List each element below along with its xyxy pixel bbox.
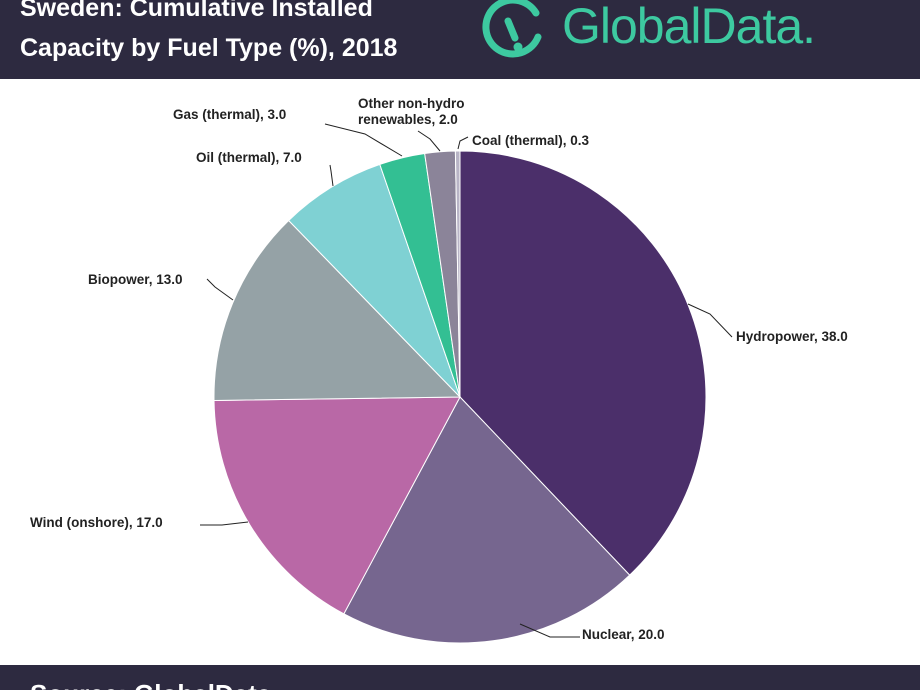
leader-line-gas (324, 123, 403, 157)
label-oil: Oil (thermal), 7.0 (196, 150, 334, 187)
label-hydropower: Hydropower, 38.0 (687, 303, 848, 344)
label-biopower: Biopower, 13.0 (88, 272, 234, 301)
footer-banner: Source: GlobalData (0, 665, 920, 690)
chart-title-line-2: Capacity by Fuel Type (%), 2018 (20, 34, 398, 62)
label-wind: Wind (onshore), 17.0 (30, 515, 249, 530)
slice-label-nuclear: Nuclear, 20.0 (582, 627, 665, 642)
leader-line-biopower (206, 278, 234, 301)
label-nuclear: Nuclear, 20.0 (519, 623, 665, 642)
leader-line-coal (457, 136, 469, 150)
pie-slice-biopower (213, 219, 462, 401)
pie-slice-oil-thermal (287, 163, 461, 398)
pie-slices (213, 150, 707, 644)
slice-label-other-renewables-line-2: renewables, 2.0 (358, 112, 458, 127)
pie-chart: Hydropower, 38.0 Nuclear, 20.0 Wind (ons… (30, 96, 848, 644)
leader-line-wind (200, 521, 249, 526)
label-other-renewables: Other non-hydro renewables, 2.0 (358, 96, 465, 152)
leader-line-nuclear (519, 623, 580, 638)
header-banner: Sweden: Cumulative Installed Capacity by… (0, 0, 920, 79)
leader-line-other-renewables (417, 130, 441, 152)
logo-wordmark: GlobalData. (562, 0, 816, 54)
chart-title-line-1: Sweden: Cumulative Installed (20, 0, 373, 22)
slice-label-coal: Coal (thermal), 0.3 (472, 133, 590, 148)
pie-slice-nuclear (343, 396, 631, 644)
globaldata-logo-icon (482, 0, 542, 58)
pie-slice-wind-onshore (213, 396, 461, 615)
slice-label-gas: Gas (thermal), 3.0 (173, 107, 286, 122)
source-note: Source: GlobalData (30, 679, 271, 690)
slice-label-other-renewables-line-1: Other non-hydro (358, 96, 465, 111)
slice-label-wind: Wind (onshore), 17.0 (30, 515, 163, 530)
pie-slice-coal-thermal (454, 150, 461, 398)
globaldata-logo: GlobalData. (478, 0, 816, 66)
pie-slice-hydropower (459, 150, 707, 576)
chart-title: Sweden: Cumulative Installed Capacity by… (20, 0, 490, 68)
slice-label-oil: Oil (thermal), 7.0 (196, 150, 302, 165)
leader-line-hydropower (687, 303, 733, 338)
label-coal: Coal (thermal), 0.3 (457, 133, 590, 150)
slice-label-biopower: Biopower, 13.0 (88, 272, 183, 287)
label-gas: Gas (thermal), 3.0 (173, 107, 403, 157)
slice-label-hydropower: Hydropower, 38.0 (736, 329, 848, 344)
leader-line-oil (329, 164, 334, 187)
